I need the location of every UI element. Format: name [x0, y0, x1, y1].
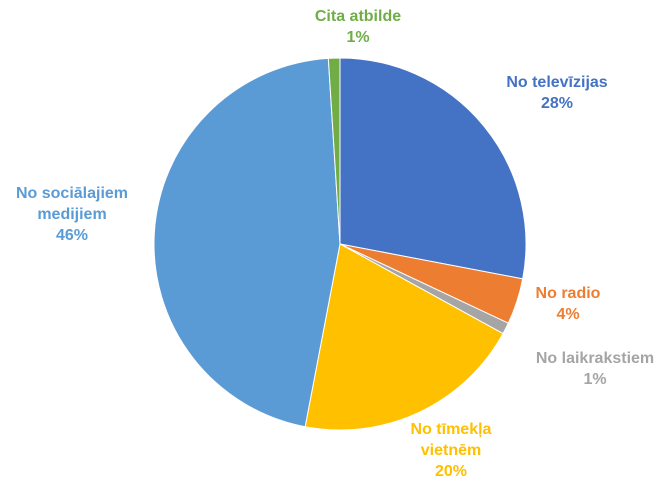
slice-name-line-0-0: No televīzijas	[506, 74, 607, 91]
slice-label-1: No radio 4%	[536, 285, 601, 323]
slice-percent-4: 46%	[56, 227, 88, 244]
slice-name-line-3-1: vietnēm	[421, 442, 481, 459]
pie-slices	[153, 57, 527, 431]
slice-name-line-4-1: medijiem	[37, 206, 106, 223]
pie-slice-5	[327, 57, 341, 245]
slice-label-2: No laikrakstiem 1%	[536, 350, 654, 388]
slice-percent-2: 1%	[583, 371, 606, 388]
slice-percent-3: 20%	[435, 463, 467, 480]
slice-percent-5: 1%	[346, 29, 369, 46]
slice-name-line-2-0: No laikrakstiem	[536, 350, 654, 367]
pie-labels: No televīzijas 28% No radio 4% No laikraksti…	[16, 8, 654, 480]
slice-percent-0: 28%	[541, 95, 573, 112]
pie-slice-4	[153, 57, 341, 428]
slice-label-0: No televīzijas 28%	[506, 74, 607, 112]
slice-label-4: No sociālajiem medijiem 46%	[16, 185, 128, 244]
pie-slice-3	[304, 243, 504, 431]
slice-name-line-5-0: Cita atbilde	[315, 8, 401, 25]
pie-slice-0	[339, 57, 527, 280]
slice-label-5: Cita atbilde 1%	[315, 8, 401, 46]
slice-name-line-3-0: No tīmekļa	[411, 421, 492, 438]
slice-label-3: No tīmekļa vietnēm 20%	[411, 421, 492, 480]
slice-name-line-1-0: No radio	[536, 285, 601, 302]
slice-percent-1: 4%	[556, 306, 579, 323]
slice-name-line-4-0: No sociālajiem	[16, 185, 128, 202]
